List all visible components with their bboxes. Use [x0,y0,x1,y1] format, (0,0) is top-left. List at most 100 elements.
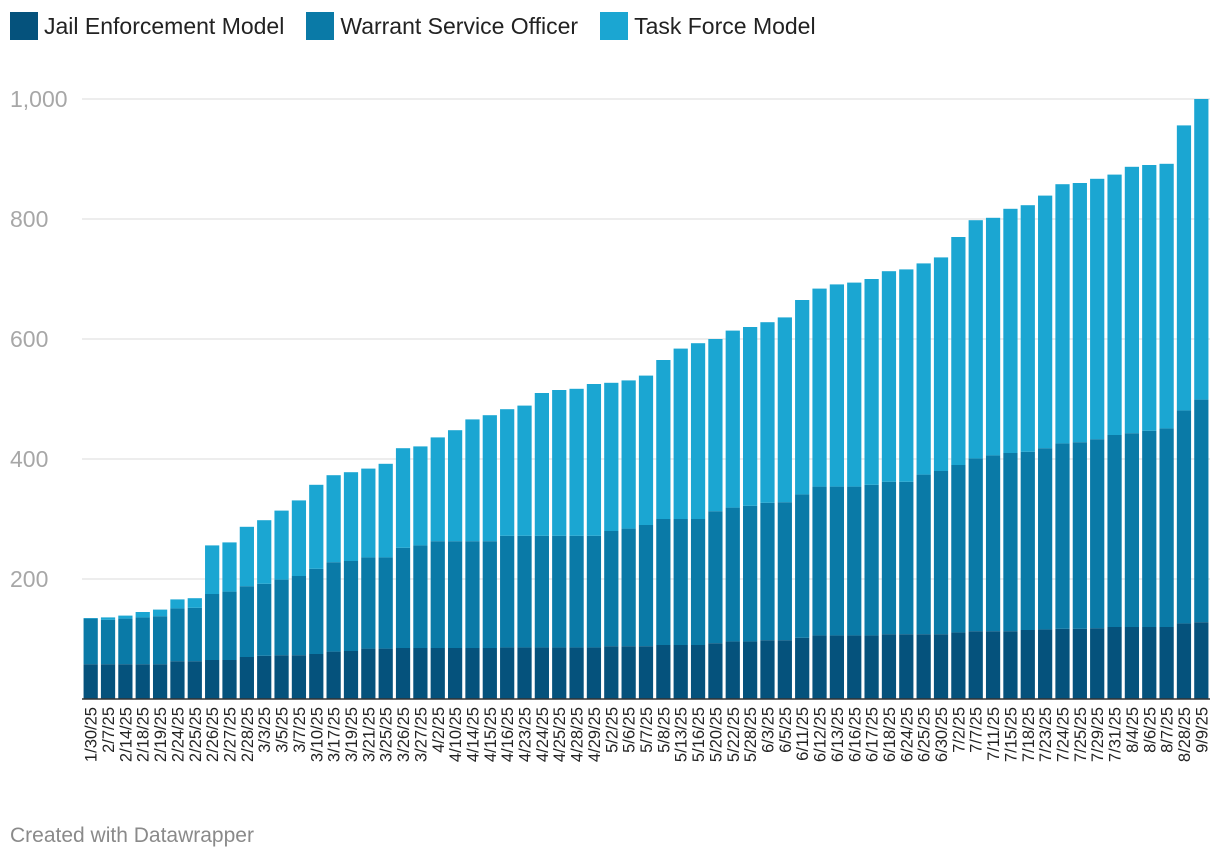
bar-task-force-6 [187,598,202,608]
x-tick-label-33: 5/8/25 [655,707,673,753]
bar-warrant-service-20 [430,541,445,648]
bar-jail-enforcement-60 [1124,627,1140,699]
bar-warrant-service-59 [1107,435,1122,627]
bar-task-force-16 [361,468,376,558]
bar-warrant-service-30 [604,531,619,647]
bar-task-force-33 [656,360,671,519]
legend-swatch-jail-enforcement [10,12,38,40]
x-tick-label-58: 7/29/25 [1089,707,1107,762]
x-tick-label-5: 2/24/25 [169,707,187,762]
bar-jail-enforcement-23 [482,648,497,699]
y-tick-label-200: 200 [10,566,48,592]
bar-task-force-23 [482,415,497,542]
bar-jail-enforcement-18 [395,648,411,699]
y-tick-label-600: 600 [10,326,48,352]
bar-warrant-service-52 [985,455,1001,632]
bar-task-force-5 [170,599,185,609]
bar-warrant-service-56 [1055,443,1070,629]
bar-jail-enforcement-32 [638,646,654,699]
bar-jail-enforcement-64 [1194,622,1209,699]
bar-warrant-service-50 [951,465,966,633]
x-tick-label-54: 7/18/25 [1020,707,1038,762]
bar-jail-enforcement-17 [378,648,393,699]
bar-task-force-3 [135,612,150,618]
bar-jail-enforcement-1 [100,664,116,699]
x-tick-label-2: 2/14/25 [117,707,135,762]
bar-jail-enforcement-28 [569,647,584,699]
bar-task-force-20 [430,437,445,542]
bar-task-force-37 [725,330,740,508]
bar-jail-enforcement-16 [361,648,376,699]
bar-jail-enforcement-14 [326,651,341,699]
x-tick-label-34: 5/13/25 [673,707,691,762]
bar-jail-enforcement-59 [1107,627,1122,699]
x-tick-label-18: 3/26/25 [395,707,413,762]
x-tick-label-37: 5/22/25 [725,707,743,762]
x-tick-label-42: 6/12/25 [812,707,830,762]
bar-warrant-service-57 [1072,442,1087,629]
x-tick-label-63: 8/28/25 [1176,707,1194,762]
bar-jail-enforcement-50 [951,632,966,699]
bar-task-force-52 [985,217,1001,456]
bar-jail-enforcement-62 [1159,627,1174,699]
x-tick-label-4: 2/19/25 [152,707,170,762]
bar-warrant-service-14 [326,562,341,652]
legend-swatch-task-force [600,12,629,40]
bar-warrant-service-43 [829,486,845,636]
x-tick-label-11: 3/5/25 [274,707,292,753]
x-tick-label-40: 6/5/25 [777,707,795,753]
bar-jail-enforcement-41 [795,637,810,699]
bar-jail-enforcement-26 [534,647,549,699]
x-tick-label-22: 4/14/25 [464,707,482,762]
x-tick-label-46: 6/18/25 [881,707,899,762]
bar-jail-enforcement-2 [118,664,133,699]
bar-task-force-35 [690,343,706,519]
bar-warrant-service-39 [760,502,775,641]
bar-task-force-25 [517,405,532,536]
bar-jail-enforcement-39 [760,640,775,699]
x-tick-label-55: 7/23/25 [1037,707,1055,762]
bar-warrant-service-64 [1194,399,1209,623]
x-tick-label-57: 7/25/25 [1072,707,1090,762]
bar-jail-enforcement-61 [1142,627,1157,699]
bar-task-force-14 [326,475,341,563]
x-tick-label-62: 8/7/25 [1159,707,1177,753]
x-tick-label-14: 3/17/25 [326,707,344,762]
bar-warrant-service-48 [916,474,931,635]
bar-task-force-60 [1124,166,1140,434]
bar-jail-enforcement-10 [257,655,272,699]
x-tick-label-43: 6/13/25 [829,707,847,762]
bar-warrant-service-29 [586,535,602,648]
bar-task-force-39 [760,322,775,503]
bar-warrant-service-6 [187,607,202,662]
bar-warrant-service-51 [968,458,983,632]
chart-credit: Created with Datawrapper [10,824,254,847]
bar-task-force-34 [673,348,688,519]
x-tick-label-38: 5/28/25 [742,707,760,762]
bar-task-force-12 [291,500,307,576]
y-tick-label-400: 400 [10,446,48,472]
bar-jail-enforcement-48 [916,634,931,699]
x-tick-label-60: 8/4/25 [1124,707,1142,753]
bar-warrant-service-18 [395,547,411,648]
bar-jail-enforcement-58 [1090,628,1105,699]
bar-task-force-19 [413,446,428,546]
bar-warrant-service-8 [222,591,237,660]
x-tick-label-50: 7/2/25 [950,707,968,753]
bar-warrant-service-33 [656,519,671,645]
bar-jail-enforcement-21 [447,648,463,699]
bar-jail-enforcement-19 [413,648,428,699]
bar-warrant-service-25 [517,535,532,648]
bar-warrant-service-37 [725,507,740,642]
bar-warrant-service-45 [864,484,879,636]
x-tick-label-28: 4/28/25 [569,707,587,762]
bar-task-force-30 [604,382,619,531]
bar-jail-enforcement-11 [274,655,289,699]
x-tick-label-39: 6/3/25 [759,707,777,753]
x-tick-label-7: 2/26/25 [204,707,222,762]
bar-task-force-45 [864,279,879,485]
bar-task-force-53 [1003,208,1018,453]
bar-task-force-1 [100,617,116,620]
bar-warrant-service-63 [1176,410,1192,624]
bar-jail-enforcement-40 [777,640,792,699]
